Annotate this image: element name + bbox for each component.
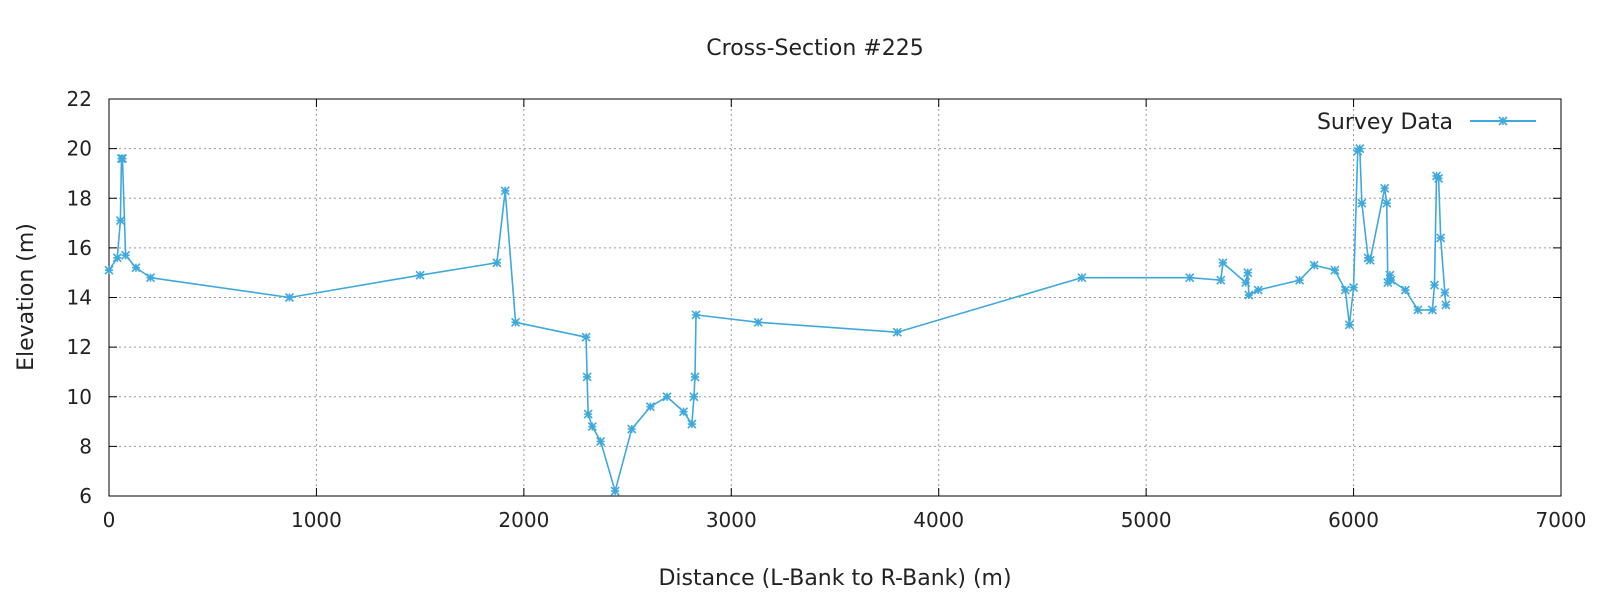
y-tick-label: 22	[67, 87, 92, 111]
data-point	[510, 317, 521, 327]
y-tick-label: 18	[67, 186, 92, 210]
data-point	[753, 317, 763, 327]
data-point	[1349, 283, 1359, 293]
data-point	[1344, 320, 1354, 330]
data-point	[1309, 260, 1319, 270]
data-point	[1385, 270, 1395, 280]
data-point	[587, 421, 597, 432]
y-tick-label: 8	[79, 434, 92, 458]
data-point	[645, 402, 655, 412]
axis-ticks: 0 1000 2000 3000 4000 5000 6000 7000 6 8 10 12 14 16 1…	[67, 87, 1587, 532]
chart-title: Cross-Section #225	[706, 36, 923, 61]
y-tick-label: 12	[67, 335, 92, 359]
data-point	[104, 265, 114, 275]
x-axis-title: Distance (L-Bank to R-Bank) (m)	[658, 566, 1011, 591]
data-point	[1440, 287, 1450, 298]
y-tick-label: 20	[67, 137, 92, 161]
data-point	[492, 258, 502, 268]
data-point	[1365, 255, 1375, 265]
x-tick-label: 5000	[1121, 508, 1172, 532]
data-point	[1243, 268, 1253, 278]
data-point	[1253, 285, 1263, 295]
data-point	[581, 332, 591, 342]
data-point	[691, 310, 701, 320]
data-point	[582, 372, 592, 382]
data-point	[1340, 285, 1350, 295]
data-point	[689, 392, 699, 402]
legend: Survey Data	[1317, 110, 1536, 135]
data-point	[1295, 275, 1305, 285]
data-point	[500, 186, 510, 196]
data-point	[1382, 198, 1392, 208]
data-point	[1429, 280, 1440, 290]
y-axis-title: Elevation (m)	[14, 223, 39, 371]
x-tick-label: 2000	[498, 508, 549, 532]
data-point	[1441, 300, 1451, 310]
x-tick-label: 4000	[913, 508, 964, 532]
data-point	[662, 392, 672, 402]
data-point	[1218, 258, 1228, 268]
legend-marker-star	[1498, 116, 1508, 126]
y-tick-label: 6	[79, 484, 92, 508]
series-line	[108, 147, 1447, 492]
x-tick-label: 1000	[291, 508, 342, 532]
data-point	[1355, 144, 1365, 154]
y-tick-label: 14	[67, 286, 92, 310]
data-point	[115, 216, 125, 226]
x-tick-label: 3000	[706, 508, 757, 532]
data-point	[596, 436, 606, 446]
data-point	[1077, 273, 1087, 283]
data-point	[284, 292, 295, 303]
data-point	[1244, 290, 1254, 300]
data-point	[687, 419, 697, 429]
data-point	[1185, 273, 1195, 283]
data-point	[131, 263, 141, 273]
data-point	[1357, 198, 1367, 208]
legend-label: Survey Data	[1317, 110, 1453, 135]
data-point	[1241, 278, 1251, 288]
data-point	[583, 409, 593, 419]
data-point	[690, 372, 700, 382]
data-point	[121, 250, 131, 260]
y-tick-label: 16	[67, 236, 92, 260]
data-point	[1330, 265, 1340, 275]
data-point	[1400, 285, 1410, 295]
data-point	[117, 153, 128, 164]
data-point	[610, 486, 620, 496]
y-tick-label: 10	[67, 385, 92, 409]
series-survey-data	[104, 144, 1451, 496]
x-tick-label: 7000	[1536, 508, 1587, 532]
data-point	[1380, 183, 1390, 193]
grid	[109, 99, 1561, 496]
legend-marker	[1498, 116, 1508, 126]
data-point	[679, 407, 689, 417]
data-point	[1216, 275, 1226, 285]
data-point	[1427, 305, 1437, 315]
data-point	[1413, 305, 1423, 315]
data-point	[1386, 275, 1396, 285]
data-point	[1434, 173, 1444, 183]
data-point	[892, 327, 902, 337]
data-point	[145, 273, 156, 283]
x-tick-label: 6000	[1328, 508, 1379, 532]
x-tick-label: 0	[103, 508, 116, 532]
data-point	[627, 424, 637, 434]
data-point	[415, 270, 425, 280]
data-point	[1436, 233, 1446, 243]
data-point	[112, 253, 122, 263]
